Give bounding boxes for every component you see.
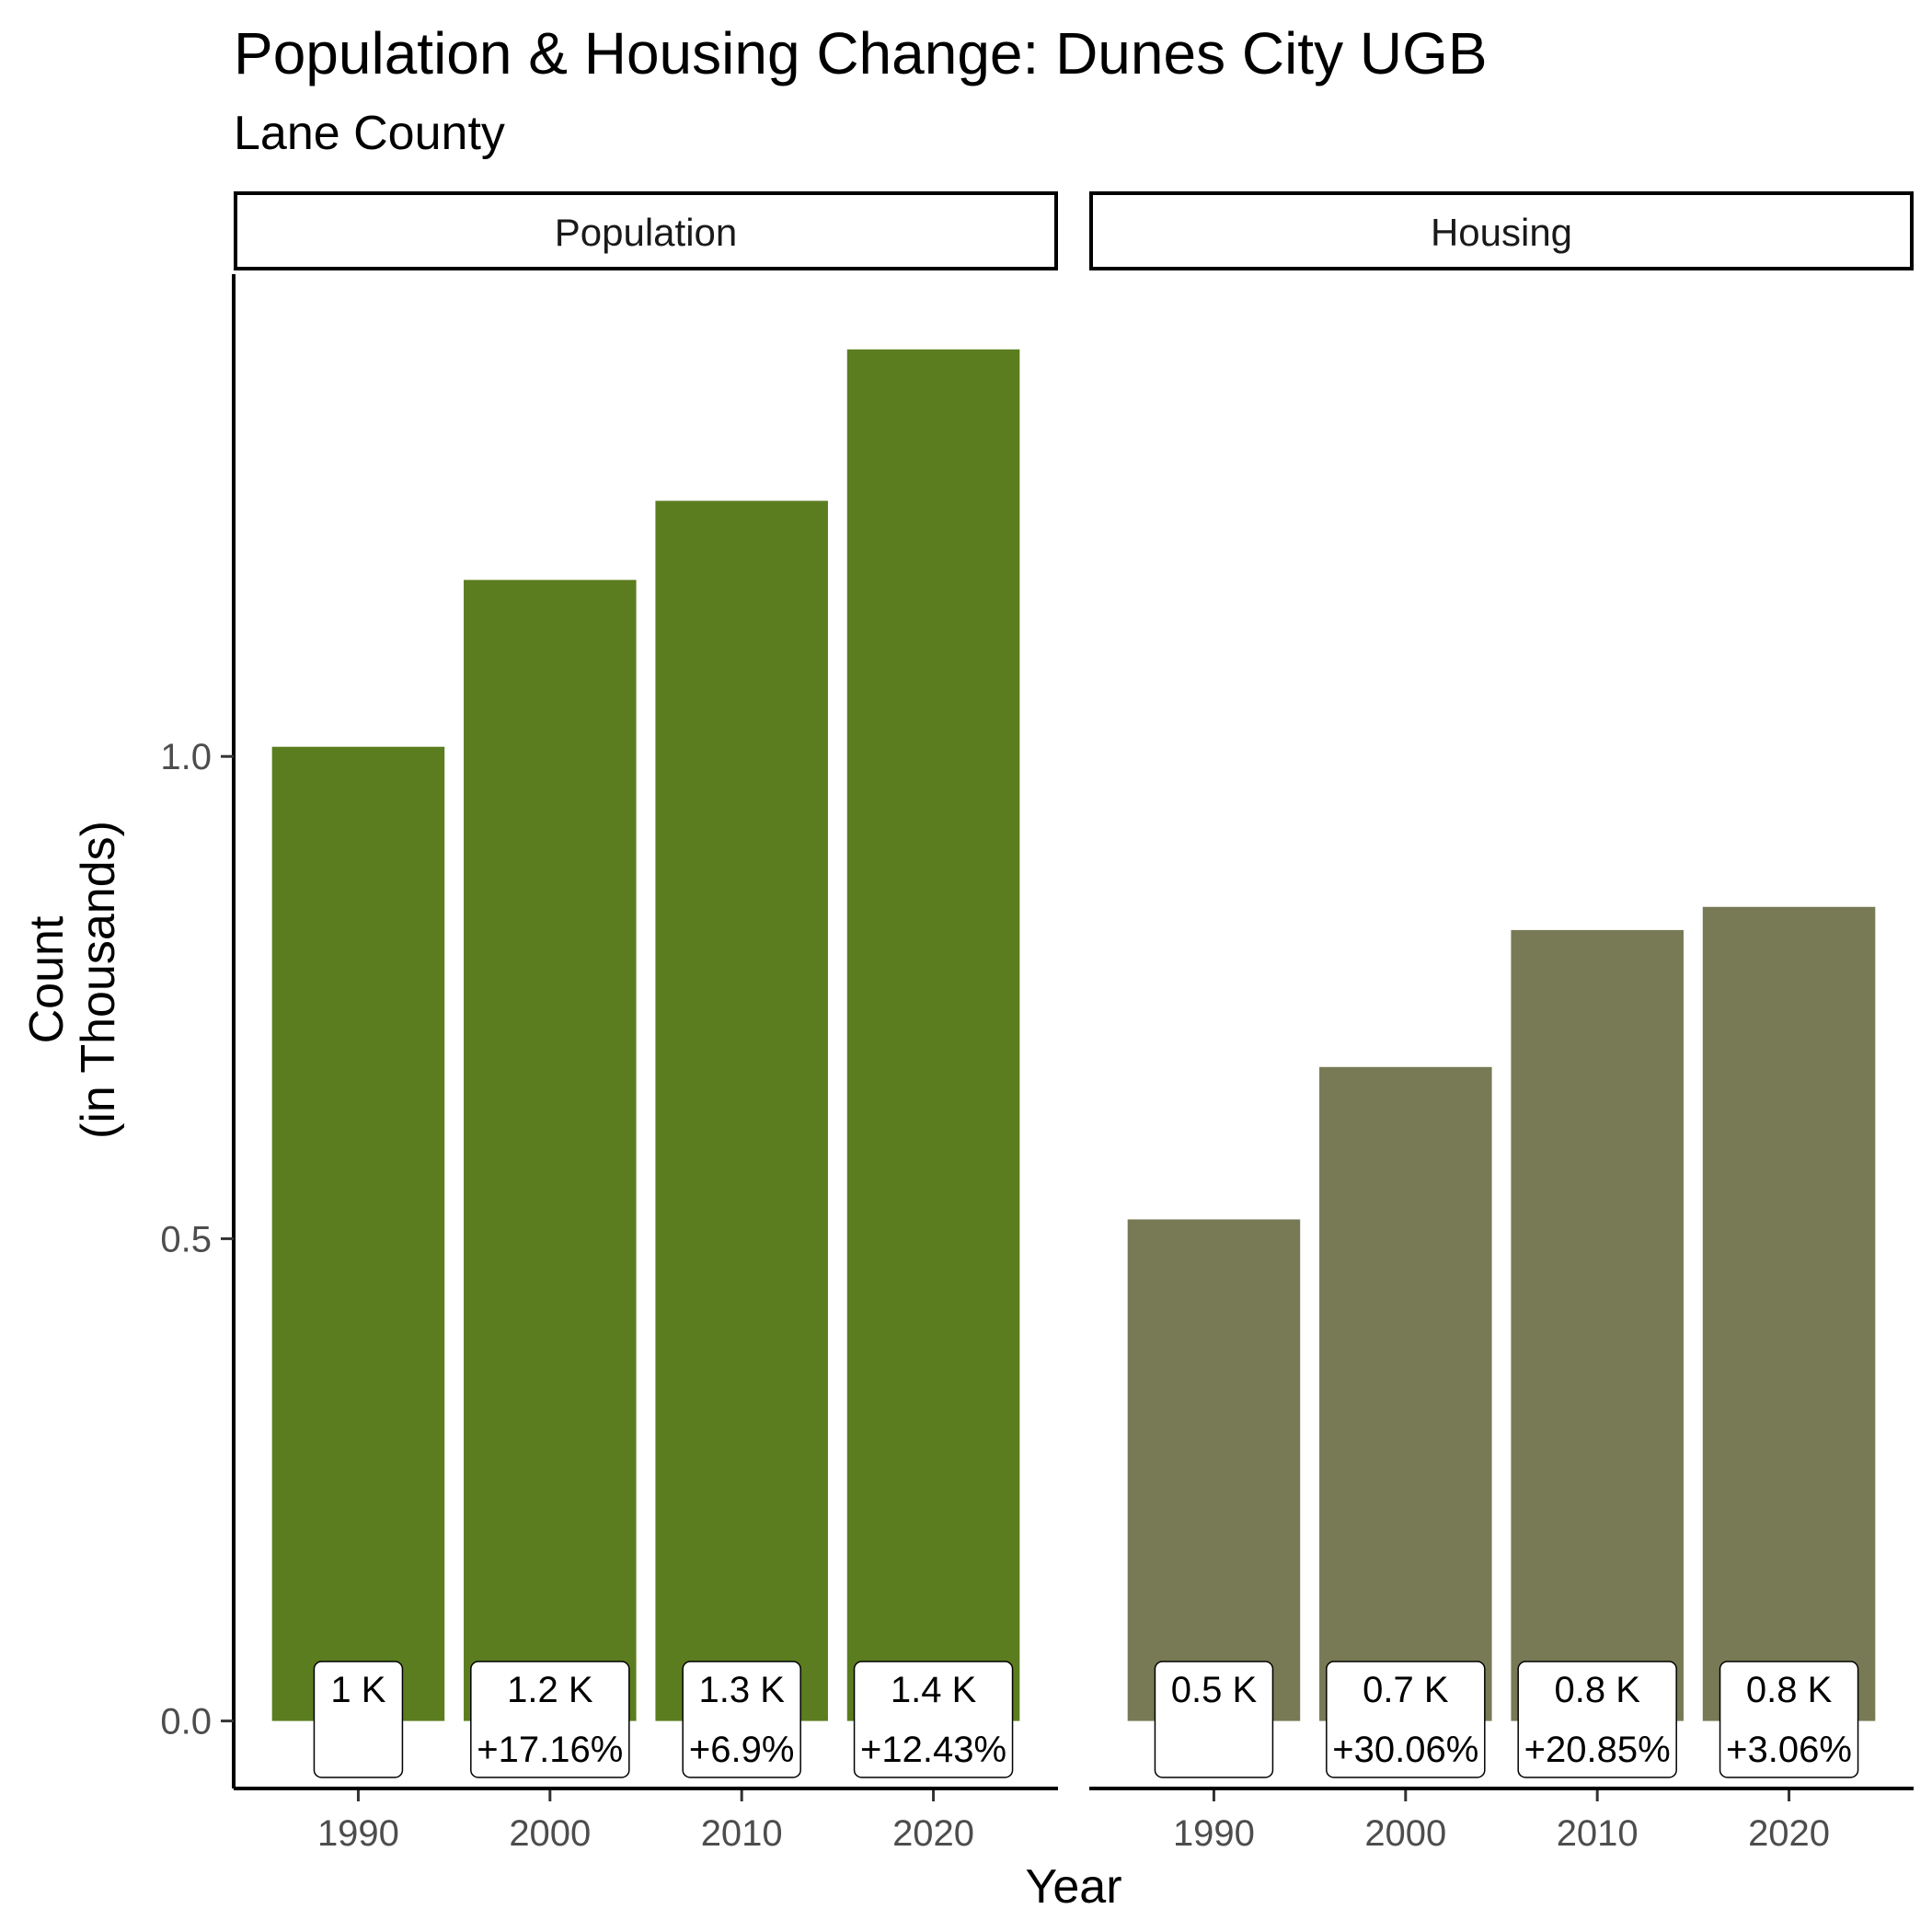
x-tick-label: 1990 bbox=[1173, 1813, 1255, 1854]
data-label-change: +17.16% bbox=[477, 1730, 623, 1770]
x-tick-label: 2000 bbox=[1364, 1813, 1446, 1854]
data-label-value: 0.8 K bbox=[1554, 1670, 1640, 1710]
x-tick-label: 2020 bbox=[1748, 1813, 1830, 1854]
data-label-box bbox=[1326, 1661, 1486, 1778]
chart-panels: Population 1 K 1990 1.2 K +17.16% 2000 1.3 K +6… bbox=[234, 191, 1914, 1854]
y-axis: 0.0 0.5 1.0 bbox=[160, 274, 236, 1788]
bar-population-1990 bbox=[271, 746, 445, 1721]
chart-title: Population & Housing Change: Dunes City … bbox=[234, 20, 1488, 86]
y-tick-label: 0.5 bbox=[160, 1219, 212, 1259]
data-label-value: 1 K bbox=[330, 1670, 385, 1710]
bar-population-2020 bbox=[846, 349, 1020, 1721]
y-axis-title-line1: Count bbox=[20, 915, 74, 1043]
data-label-value: 1.4 K bbox=[891, 1670, 977, 1710]
data-label-value: 1.2 K bbox=[507, 1670, 593, 1710]
x-tick-label: 2010 bbox=[1557, 1813, 1639, 1854]
x-tick-label: 2010 bbox=[701, 1813, 783, 1854]
bar-housing-1990 bbox=[1127, 1219, 1301, 1721]
data-label-box bbox=[853, 1661, 1014, 1778]
x-tick-label: 1990 bbox=[317, 1813, 399, 1854]
bar-population-2000 bbox=[464, 580, 637, 1721]
data-label-change: +6.9% bbox=[689, 1730, 795, 1770]
bar-housing-2000 bbox=[1319, 1066, 1492, 1721]
data-label-box bbox=[682, 1661, 801, 1778]
x-axis-title: Year bbox=[1025, 1860, 1121, 1914]
facet-strip-label: Population bbox=[555, 211, 738, 254]
y-tick-label: 1.0 bbox=[160, 737, 212, 777]
data-label-box bbox=[1719, 1661, 1859, 1778]
data-label-value: 0.8 K bbox=[1746, 1670, 1833, 1710]
data-label-value: 0.5 K bbox=[1171, 1670, 1258, 1710]
y-tick-label: 0.0 bbox=[160, 1702, 212, 1742]
facet-strip bbox=[1089, 191, 1914, 270]
bar-housing-2020 bbox=[1702, 906, 1876, 1721]
data-label-change: +20.85% bbox=[1524, 1730, 1671, 1770]
panel-population: Population 1 K 1990 1.2 K +17.16% 2000 1.3 K +6… bbox=[234, 191, 1058, 1854]
facet-strip-label: Housing bbox=[1431, 211, 1572, 254]
facet-strip bbox=[234, 191, 1058, 270]
data-label-box bbox=[313, 1661, 404, 1778]
data-label-change: +12.43% bbox=[860, 1730, 1006, 1770]
x-tick-label: 2020 bbox=[892, 1813, 974, 1854]
data-label-value: 1.3 K bbox=[698, 1670, 785, 1710]
panel-housing: Housing 0.5 K 1990 0.7 K +30.06% 2000 0.8 K +20… bbox=[1089, 191, 1914, 1854]
y-axis-title-line2: (in Thousands) bbox=[72, 821, 125, 1139]
data-label-box bbox=[1517, 1661, 1677, 1778]
chart-subtitle: Lane County bbox=[234, 107, 505, 160]
y-axis-title: Count (in Thousands) bbox=[20, 821, 125, 1139]
data-label-box bbox=[470, 1661, 630, 1778]
data-label-change: +30.06% bbox=[1332, 1730, 1478, 1770]
bar-population-2010 bbox=[655, 500, 828, 1721]
data-label-value: 0.7 K bbox=[1363, 1670, 1449, 1710]
data-label-box bbox=[1154, 1661, 1274, 1778]
x-tick-label: 2000 bbox=[509, 1813, 591, 1854]
data-label-change: +3.06% bbox=[1726, 1730, 1852, 1770]
bar-housing-2010 bbox=[1511, 929, 1684, 1721]
